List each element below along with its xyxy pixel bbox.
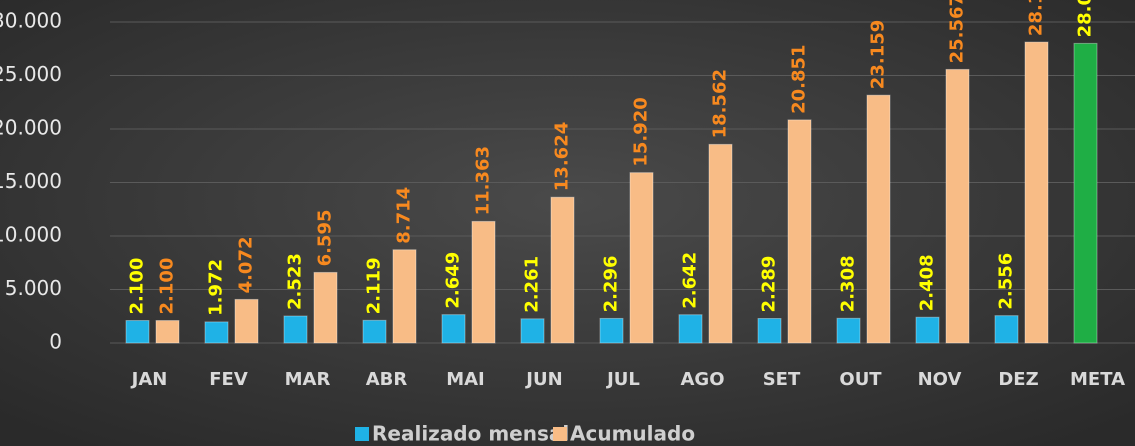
legend-label: Acumulado	[570, 422, 695, 446]
bar	[836, 317, 861, 344]
value-label: 2.261	[522, 256, 543, 313]
value-label: 2.649	[443, 252, 464, 309]
x-tick-label: MAR	[285, 369, 331, 390]
bar	[313, 271, 338, 344]
bar	[234, 298, 259, 344]
value-label: 2.289	[759, 256, 780, 313]
x-tick-label: MAI	[446, 369, 485, 390]
value-label: 15.920	[631, 97, 652, 166]
value-label: 2.523	[285, 253, 306, 310]
value-label: 18.562	[710, 69, 731, 138]
bar	[283, 315, 308, 344]
bar	[520, 318, 545, 344]
x-tick-label: META	[1070, 369, 1125, 390]
value-label: 28.123	[1026, 0, 1047, 36]
value-label: 2.296	[601, 255, 622, 312]
bar	[678, 314, 703, 344]
bar	[945, 68, 970, 344]
value-label: 13.624	[552, 122, 573, 191]
bar	[471, 220, 496, 344]
value-label: 4.072	[236, 236, 257, 293]
x-tick-label: ABR	[366, 369, 408, 390]
value-label: 20.851	[789, 44, 810, 113]
bar	[550, 196, 575, 344]
y-tick-label: 5.000	[5, 276, 62, 300]
y-tick-label: 30.000	[0, 9, 62, 33]
bar	[599, 317, 624, 344]
value-label: 2.408	[917, 254, 938, 311]
value-label: 1.972	[206, 259, 227, 316]
legend-label: Realizado mensal	[372, 422, 569, 446]
x-tick-label: JAN	[130, 369, 168, 390]
bar	[866, 94, 891, 344]
x-tick-label: NOV	[918, 369, 962, 390]
x-tick-label: SET	[763, 369, 801, 390]
value-label: 2.119	[364, 257, 385, 314]
y-tick-label: 15.000	[0, 169, 62, 193]
value-label: 2.100	[157, 258, 178, 315]
value-label: 2.642	[680, 252, 701, 309]
bar	[125, 320, 150, 344]
bar	[392, 249, 417, 344]
bar	[155, 320, 180, 344]
y-tick-label: 10.000	[0, 223, 62, 247]
value-label: 2.100	[127, 258, 148, 315]
bar	[362, 319, 387, 344]
y-tick-label: 20.000	[0, 116, 62, 140]
bar	[1073, 42, 1098, 344]
x-tick-label: DEZ	[998, 369, 1038, 390]
legend-swatch	[355, 427, 369, 441]
value-label: 6.595	[315, 209, 336, 266]
x-tick-label: FEV	[209, 369, 248, 390]
value-label: 2.308	[838, 255, 859, 312]
bar	[757, 318, 782, 344]
value-label: 11.363	[473, 146, 494, 215]
bar	[1024, 41, 1049, 344]
legend-swatch	[553, 427, 567, 441]
y-tick-label: 0	[49, 330, 62, 354]
x-tick-label: JUL	[605, 369, 640, 390]
bar	[994, 315, 1019, 344]
x-tick-label: OUT	[839, 369, 882, 390]
value-label: 8.714	[394, 187, 415, 244]
bar	[708, 143, 733, 344]
y-tick-label: 25.000	[0, 62, 62, 86]
bar	[204, 321, 229, 344]
value-label: 25.567	[947, 0, 968, 63]
value-label: 23.159	[868, 20, 889, 89]
x-tick-label: JUN	[524, 369, 562, 390]
bar	[915, 316, 940, 344]
x-tick-label: AGO	[680, 369, 724, 390]
bar	[787, 119, 812, 344]
value-label: 2.556	[996, 253, 1017, 310]
bar	[629, 172, 654, 344]
value-label: 28.000	[1075, 0, 1096, 37]
bar	[441, 314, 466, 344]
